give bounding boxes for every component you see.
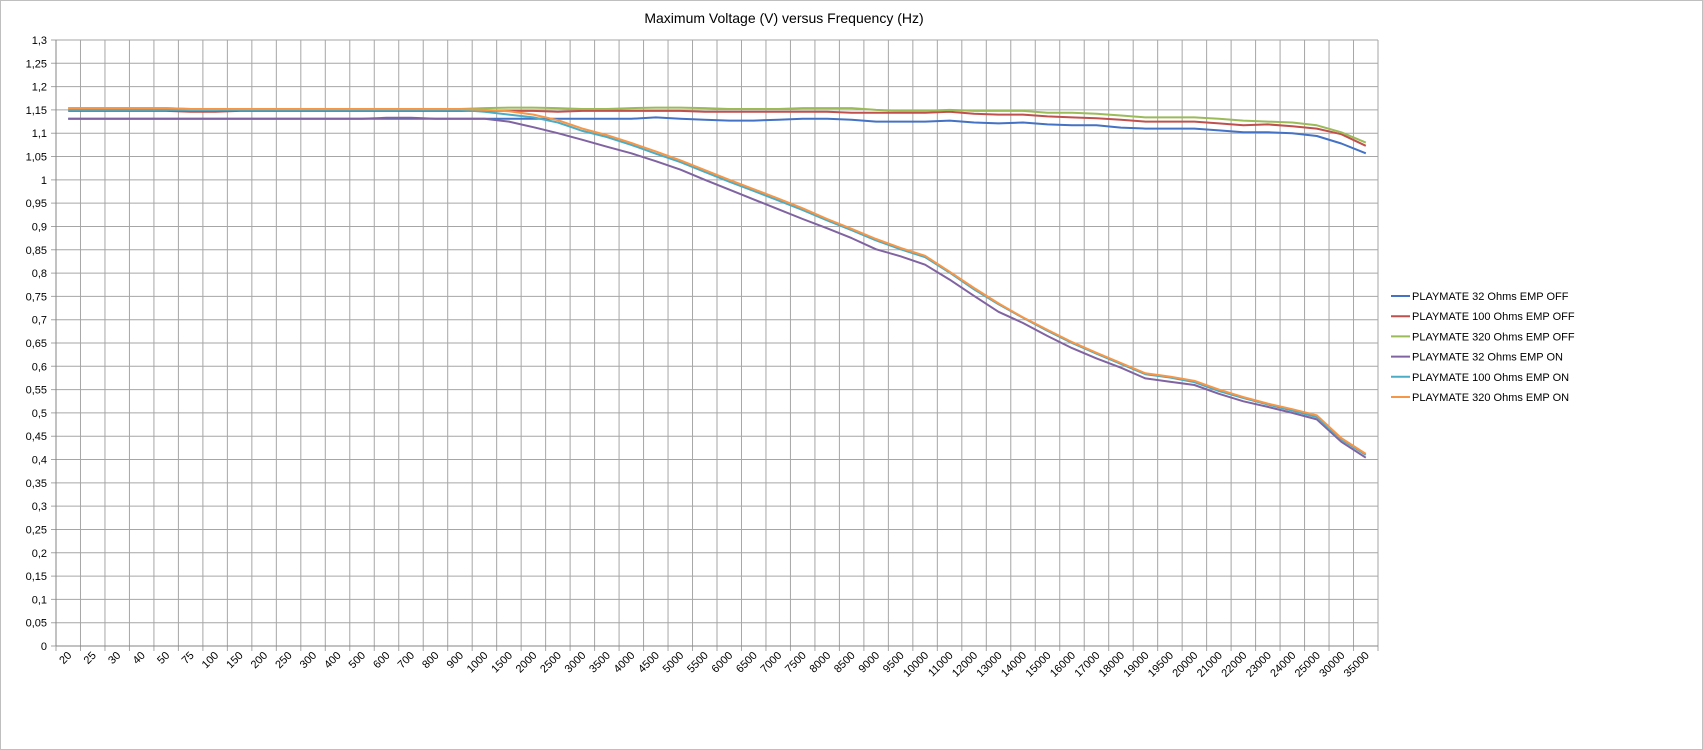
- y-tick-label: 0,95: [26, 198, 47, 210]
- series-lines: [68, 106, 1367, 459]
- y-tick-label: 0: [41, 641, 47, 653]
- x-tick-label: 25: [82, 650, 99, 667]
- x-tick-label: 12000: [950, 650, 980, 680]
- x-tick-label: 19000: [1121, 650, 1151, 680]
- legend-label: PLAYMATE 100 Ohms EMP ON: [1412, 372, 1569, 384]
- x-tick-label: 15000: [1024, 650, 1054, 680]
- y-tick-label: 0,75: [26, 291, 47, 303]
- x-tick-label: 2500: [538, 650, 564, 676]
- y-tick-label: 0,4: [32, 455, 47, 467]
- y-tick-label: 0,45: [26, 431, 47, 443]
- y-tick-label: 0,55: [26, 385, 47, 397]
- x-tick-label: 6500: [734, 650, 760, 676]
- x-tick-label: 22000: [1219, 650, 1249, 680]
- x-tick-label: 6000: [710, 650, 736, 676]
- x-tick-label: 100: [200, 650, 221, 671]
- x-tick-label: 2000: [514, 650, 540, 676]
- y-tick-label: 0,5: [32, 408, 47, 420]
- x-tick-label: 900: [445, 650, 466, 671]
- x-tick-label: 23000: [1244, 650, 1274, 680]
- x-tick-label: 30000: [1317, 650, 1347, 680]
- y-tick-label: 0,3: [32, 501, 47, 513]
- chart-title: Maximum Voltage (V) versus Frequency (Hz…: [644, 10, 923, 26]
- x-tick-label: 1500: [489, 650, 515, 676]
- y-tick-label: 0,7: [32, 315, 47, 327]
- x-tick-label: 7000: [759, 650, 785, 676]
- x-tick-label: 600: [371, 650, 392, 671]
- x-tick-label: 24000: [1268, 650, 1298, 680]
- x-tick-label: 21000: [1195, 650, 1225, 680]
- x-tick-label: 5500: [685, 650, 711, 676]
- x-tick-label: 8500: [832, 650, 858, 676]
- x-tick-label: 40: [131, 650, 148, 667]
- x-axis: 20 25 30 40 50 75 100 150 200 250 300 400 500 600 700 8…: [56, 645, 1378, 680]
- y-tick-label: 1,25: [26, 58, 47, 70]
- y-tick-label: 0,35: [26, 478, 47, 490]
- y-tick-label: 1: [41, 175, 47, 187]
- y-tick-label: 1,05: [26, 152, 47, 164]
- x-tick-label: 10000: [901, 650, 931, 680]
- x-tick-label: 400: [322, 650, 343, 671]
- x-tick-label: 700: [396, 650, 417, 671]
- x-tick-label: 150: [224, 650, 245, 671]
- x-tick-label: 25000: [1293, 650, 1323, 680]
- x-tick-label: 17000: [1072, 650, 1102, 680]
- x-tick-label: 50: [155, 650, 172, 667]
- legend-label: PLAYMATE 320 Ohms EMP ON: [1412, 392, 1569, 404]
- y-tick-label: 1,3: [32, 35, 47, 47]
- x-tick-label: 35000: [1342, 650, 1372, 680]
- x-tick-label: 7500: [783, 650, 809, 676]
- x-tick-label: 300: [298, 650, 319, 671]
- legend-label: PLAYMATE 100 Ohms EMP OFF: [1412, 311, 1575, 323]
- x-tick-label: 4500: [636, 650, 662, 676]
- x-tick-label: 9000: [856, 650, 882, 676]
- x-tick-label: 20000: [1170, 650, 1200, 680]
- x-tick-label: 18000: [1097, 650, 1127, 680]
- x-tick-label: 250: [273, 650, 294, 671]
- x-tick-label: 20: [57, 650, 74, 667]
- y-tick-label: 0,2: [32, 548, 47, 560]
- y-tick-label: 0,65: [26, 338, 47, 350]
- x-tick-label: 13000: [975, 650, 1005, 680]
- series-line-6: [68, 107, 1367, 455]
- legend-label: PLAYMATE 320 Ohms EMP OFF: [1412, 331, 1575, 343]
- y-tick-label: 0,8: [32, 268, 47, 280]
- grid-lines: [51, 39, 1379, 651]
- y-tick-label: 0,85: [26, 245, 47, 257]
- y-tick-label: 0,15: [26, 571, 47, 583]
- y-tick-label: 0,25: [26, 524, 47, 536]
- y-tick-label: 0,1: [32, 594, 47, 606]
- x-tick-label: 8000: [807, 650, 833, 676]
- x-tick-label: 30: [106, 650, 123, 667]
- y-axis: 0 0,05 0,1 0,15 0,2 0,25 0,3 0,35 0,4 0,45 0,5 0,55…: [26, 35, 57, 653]
- x-tick-label: 19500: [1146, 650, 1176, 680]
- x-tick-label: 500: [347, 650, 368, 671]
- y-tick-label: 0,05: [26, 618, 47, 630]
- y-tick-label: 0,6: [32, 361, 47, 373]
- y-tick-label: 0,9: [32, 221, 47, 233]
- legend-label: PLAYMATE 32 Ohms EMP OFF: [1412, 291, 1569, 303]
- x-tick-label: 3000: [563, 650, 589, 676]
- y-tick-label: 1,1: [32, 128, 47, 140]
- y-tick-label: 1,15: [26, 105, 47, 117]
- y-tick-label: 1,2: [32, 82, 47, 94]
- x-tick-label: 14000: [999, 650, 1029, 680]
- x-tick-label: 1000: [465, 650, 491, 676]
- x-tick-label: 3500: [587, 650, 613, 676]
- x-tick-label: 11000: [926, 650, 956, 680]
- legend: PLAYMATE 32 Ohms EMP OFF PLAYMATE 100 Ohm…: [1391, 291, 1575, 404]
- x-tick-label: 75: [180, 650, 197, 667]
- x-tick-label: 16000: [1048, 650, 1078, 680]
- series-line-4: [68, 116, 1367, 459]
- legend-label: PLAYMATE 32 Ohms EMP ON: [1412, 352, 1563, 364]
- x-tick-label: 800: [420, 650, 441, 671]
- x-tick-label: 5000: [661, 650, 687, 676]
- x-tick-label: 200: [249, 650, 270, 671]
- x-tick-label: 4000: [612, 650, 638, 676]
